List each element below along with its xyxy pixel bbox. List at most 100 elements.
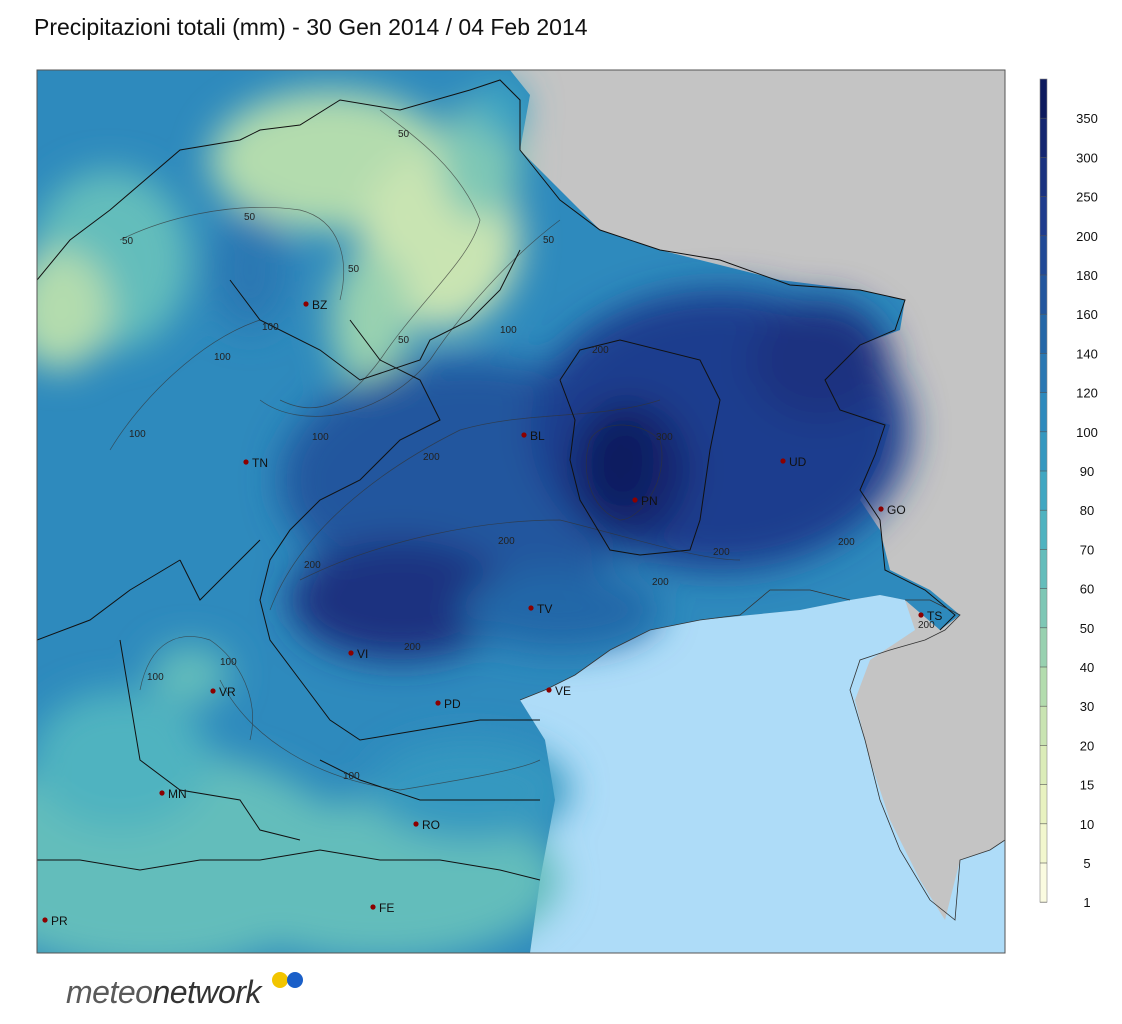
colorbar-segment xyxy=(1040,392,1047,433)
colorbar-segment xyxy=(1040,745,1047,786)
svg-text:RO: RO xyxy=(422,818,440,832)
venice-coast xyxy=(519,589,851,701)
svg-text:PN: PN xyxy=(641,494,658,508)
city-bz: BZ xyxy=(303,298,327,312)
city-vr: VR xyxy=(210,685,236,699)
region-borders xyxy=(37,79,956,881)
svg-text:VE: VE xyxy=(555,684,571,698)
colorbar-segment xyxy=(1040,314,1047,354)
colorbar-tick-label: 200 xyxy=(1076,229,1098,244)
logo-text-1: meteo xyxy=(66,974,153,1010)
contour-label: 100 xyxy=(129,429,146,440)
svg-text:PR: PR xyxy=(51,914,68,928)
city-markers: BZ TN BL UD PN GO TS TV VI VR PD VE MN R… xyxy=(42,298,942,928)
svg-text:BZ: BZ xyxy=(312,298,327,312)
contour-label: 100 xyxy=(214,352,231,363)
svg-text:VI: VI xyxy=(357,647,368,661)
colorbar-segment xyxy=(1040,588,1047,629)
contour-label: 200 xyxy=(652,577,669,588)
colorbar-tick-label: 60 xyxy=(1080,582,1094,597)
svg-text:TS: TS xyxy=(927,609,942,623)
contour-label: 100 xyxy=(262,322,279,333)
colorbar-segment xyxy=(1040,823,1047,864)
colorbar-tick-label: 80 xyxy=(1080,503,1094,518)
contour-label: 100 xyxy=(500,325,517,336)
colorbar-segment xyxy=(1040,784,1047,825)
contour-label: 50 xyxy=(398,129,410,140)
contour-label: 200 xyxy=(918,620,935,631)
colorbar-tick-label: 5 xyxy=(1083,856,1090,871)
colorbar-tick-label: 180 xyxy=(1076,268,1098,283)
svg-text:VR: VR xyxy=(219,685,236,699)
colorbar-tick-label: 90 xyxy=(1080,464,1094,479)
contour-label: 100 xyxy=(220,657,237,668)
contour-label-group: 50 50 50 50 50 50 100 100 100 100 100 10… xyxy=(122,129,935,782)
colorbar-tick-label: 50 xyxy=(1080,621,1094,636)
contour-label: 200 xyxy=(838,537,855,548)
city-mn: MN xyxy=(159,787,187,801)
colorbar-segment xyxy=(1040,667,1047,707)
map-frame xyxy=(36,69,1006,954)
colorbar-segment xyxy=(1040,275,1047,315)
city-ts: TS xyxy=(918,609,942,623)
colorbar: 3503002502001801601401201009080706050403… xyxy=(1039,78,1098,910)
colorbar-tick-label: 40 xyxy=(1080,660,1094,675)
contour-label: 200 xyxy=(498,536,515,547)
svg-text:TV: TV xyxy=(537,602,552,616)
precip-field xyxy=(37,70,960,953)
contour-label: 200 xyxy=(423,452,440,463)
contour-label: 100 xyxy=(147,672,164,683)
city-pn: PN xyxy=(632,494,658,508)
city-pr: PR xyxy=(42,914,68,928)
svg-text:PD: PD xyxy=(444,697,461,711)
logo-yellow-dot xyxy=(272,972,288,988)
contour-label: 200 xyxy=(304,560,321,571)
svg-text:GO: GO xyxy=(887,503,906,517)
colorbar-tick-label: 160 xyxy=(1076,307,1098,322)
map-title: Precipitazioni totali (mm) - 30 Gen 2014… xyxy=(34,14,588,40)
colorbar-segment xyxy=(1040,706,1047,746)
colorbar-segment xyxy=(1040,510,1047,550)
colorbar-segment xyxy=(1040,549,1047,590)
contour-label: 50 xyxy=(398,335,410,346)
contour-label: 300 xyxy=(656,432,673,443)
colorbar-segment xyxy=(1040,471,1047,511)
svg-text:MN: MN xyxy=(168,787,187,801)
colorbar-tick-label: 350 xyxy=(1076,111,1098,126)
colorbar-segment xyxy=(1040,157,1047,198)
colorbar-segment xyxy=(1040,235,1047,276)
colorbar-tick-label: 30 xyxy=(1080,699,1094,714)
city-ro: RO xyxy=(413,818,440,832)
colorbar-segment xyxy=(1040,353,1047,394)
svg-text:BL: BL xyxy=(530,429,545,443)
svg-text:UD: UD xyxy=(789,455,807,469)
colorbar-tick-label: 1 xyxy=(1083,895,1090,910)
city-tv: TV xyxy=(528,602,552,616)
colorbar-segment xyxy=(1040,118,1047,158)
city-vi: VI xyxy=(348,647,368,661)
contour-label: 200 xyxy=(713,547,730,558)
colorbar-tick-label: 250 xyxy=(1076,190,1098,205)
contour-label: 100 xyxy=(343,771,360,782)
colorbar-tick-label: 20 xyxy=(1080,738,1094,753)
colorbar-tick-label: 15 xyxy=(1080,778,1094,793)
city-go: GO xyxy=(878,503,906,517)
adriatic-sea xyxy=(520,595,1005,953)
colorbar-tick-label: 300 xyxy=(1076,150,1098,165)
city-fe: FE xyxy=(370,901,394,915)
city-ud: UD xyxy=(780,455,807,469)
colorbar-segment xyxy=(1040,196,1047,237)
istria-coast xyxy=(849,599,1005,921)
colorbar-tick-label: 140 xyxy=(1076,346,1098,361)
colorbar-segment xyxy=(1040,431,1047,472)
logo-text-2: network xyxy=(152,974,261,1010)
contour-label: 50 xyxy=(543,235,555,246)
contour-label: 200 xyxy=(404,642,421,653)
city-tn: TN xyxy=(243,456,268,470)
colorbar-segment xyxy=(1040,863,1047,903)
contour-label: 50 xyxy=(244,212,256,223)
svg-text:FE: FE xyxy=(379,901,394,915)
meteonetwork-logo: meteonetwork xyxy=(66,968,326,1018)
svg-text:TN: TN xyxy=(252,456,268,470)
